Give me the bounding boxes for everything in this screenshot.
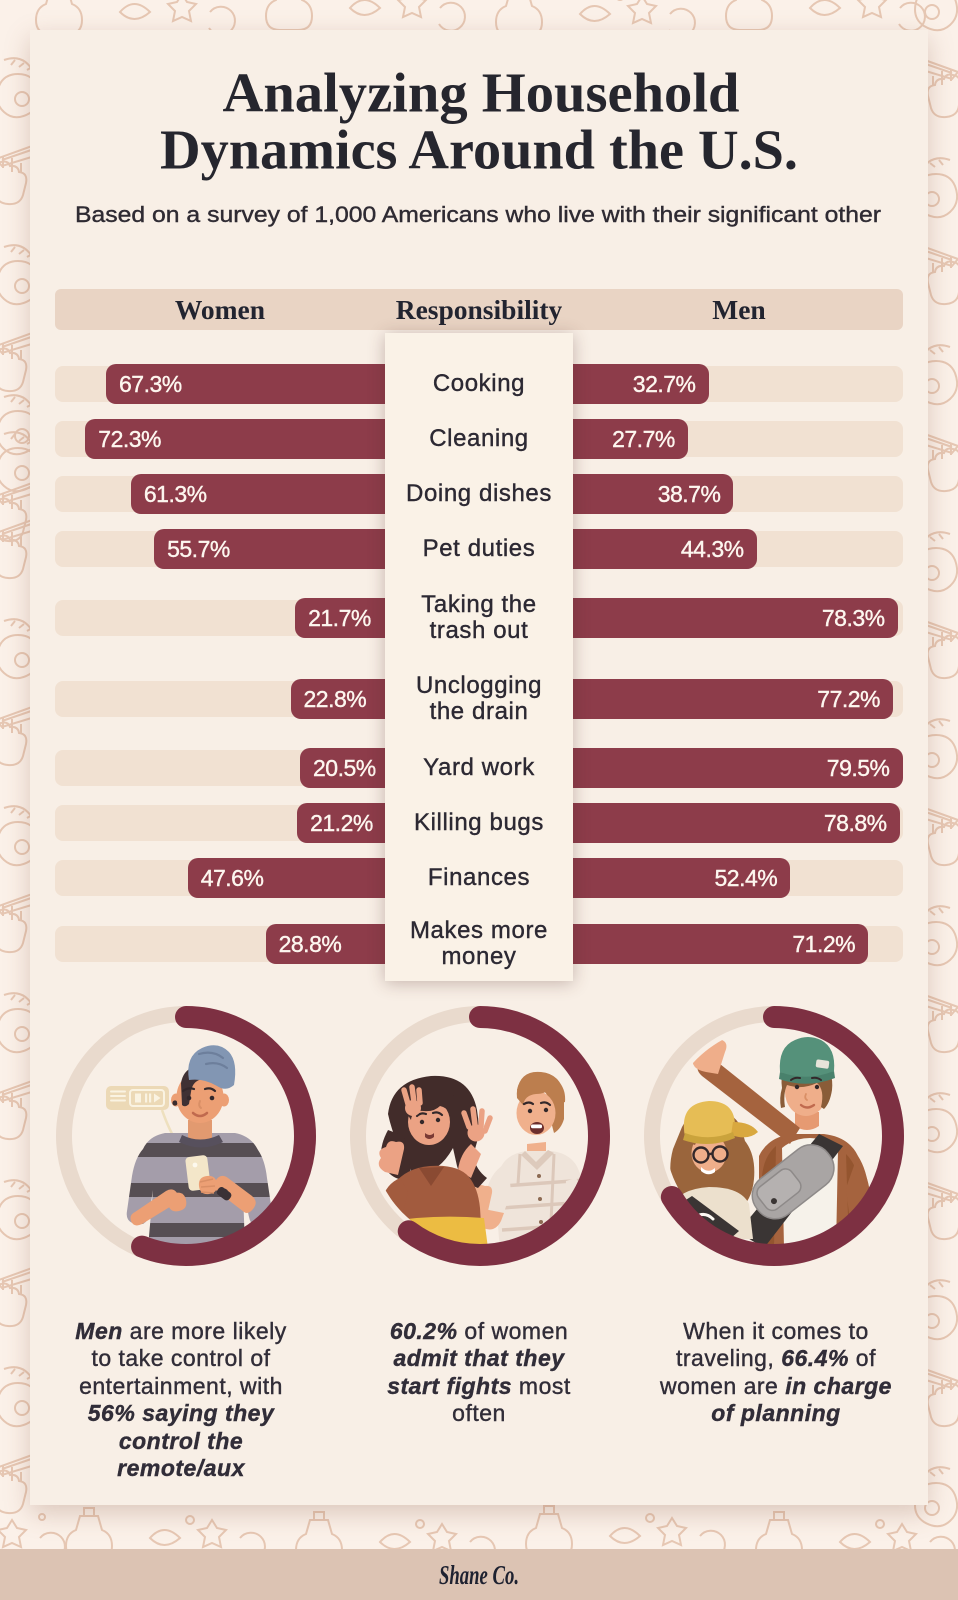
svg-text:Dynamics Around the U.S.: Dynamics Around the U.S. xyxy=(160,120,798,182)
svg-text:Based on a survey of 1,000 Ame: Based on a survey of 1,000 Americans who… xyxy=(75,202,882,227)
svg-text:Shane Co.: Shane Co. xyxy=(439,1560,519,1590)
svg-text:Analyzing Household: Analyzing Household xyxy=(223,62,740,124)
